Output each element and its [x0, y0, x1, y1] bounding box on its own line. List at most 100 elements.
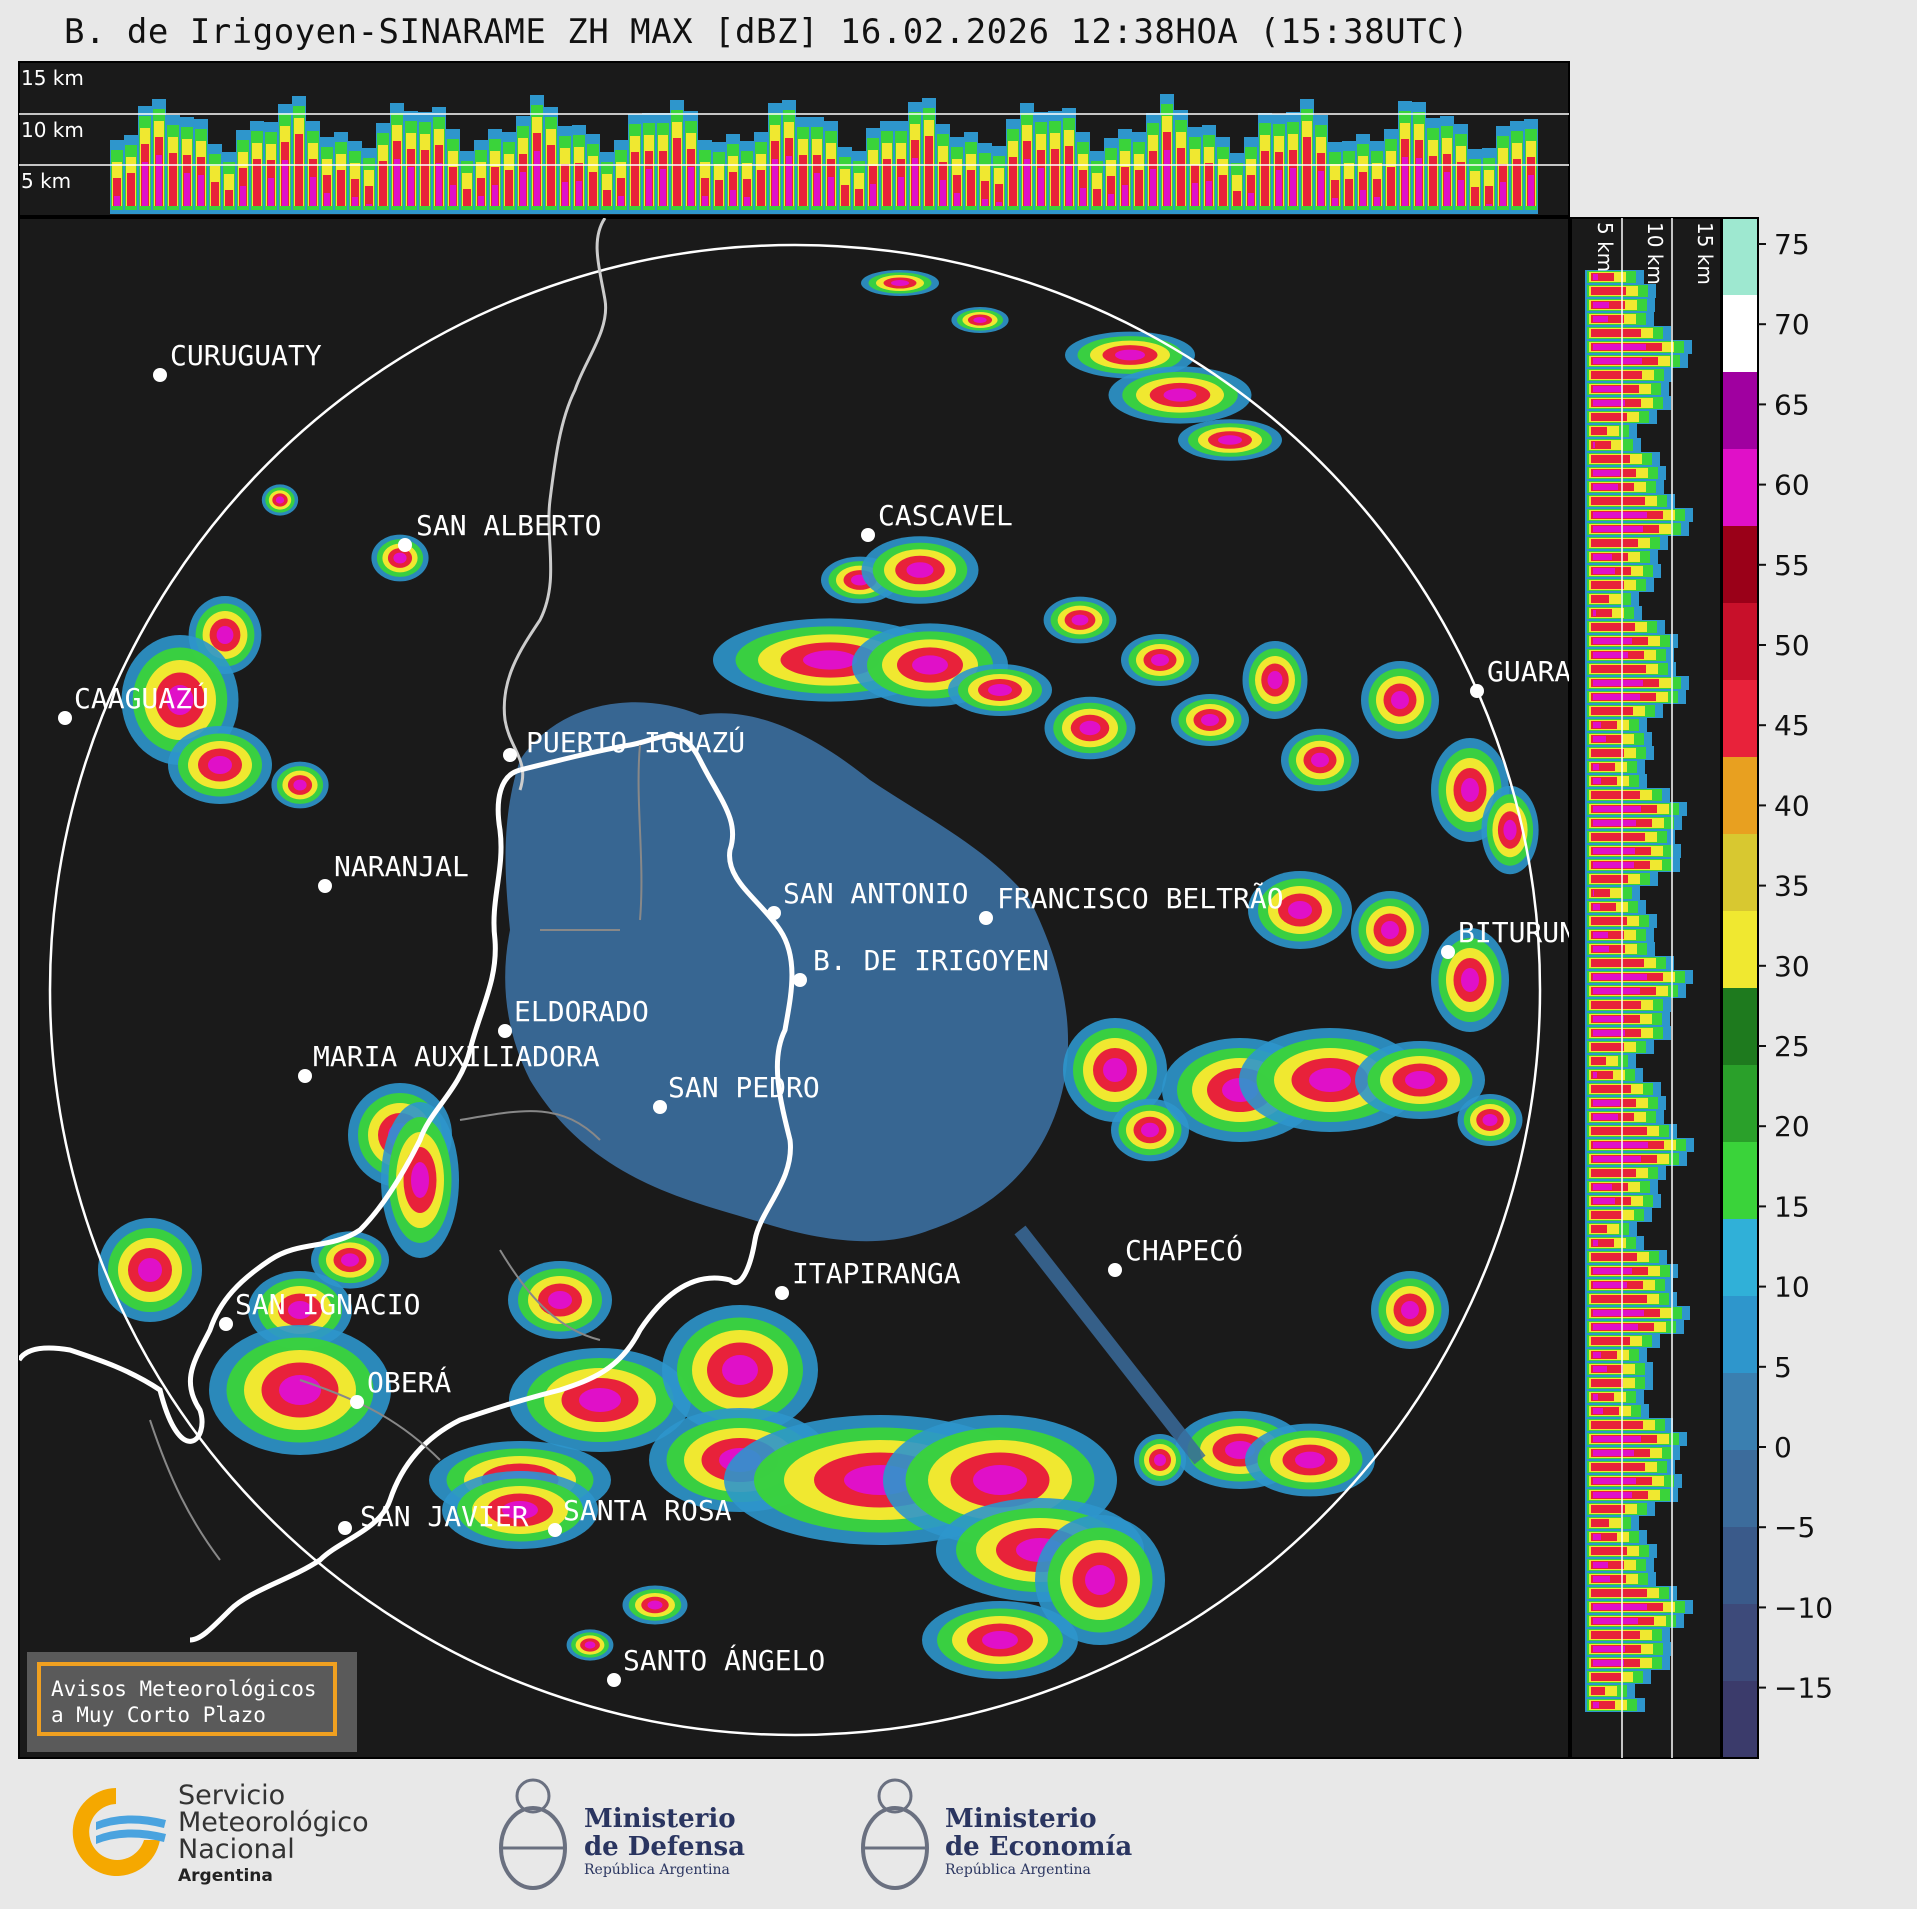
- colorbar-tick-label: 25: [1774, 1030, 1810, 1063]
- smn-line-2: Meteorológico: [178, 1807, 369, 1838]
- colorbar-segment: [1722, 911, 1758, 989]
- low-reflectivity-area: [505, 702, 1069, 1242]
- radar-range-ring: [48, 243, 1542, 1737]
- alerts-line-2: a Muy Corto Plazo: [51, 1703, 266, 1727]
- side-alt-label-5: 5 km: [1593, 222, 1617, 272]
- top-alt-label-15: 15 km: [21, 66, 84, 90]
- colorbar-segment: [1722, 1527, 1758, 1605]
- city-dot: [338, 1521, 352, 1535]
- chart-title: B. de Irigoyen-SINARAME ZH MAX [dBZ] 16.…: [64, 12, 1469, 52]
- colorbar-segment: [1722, 1373, 1758, 1451]
- colorbar-segment: [1722, 218, 1758, 296]
- colorbar-segment: [1722, 1604, 1758, 1682]
- top-cross-section-echoes: [110, 94, 1538, 214]
- defensa-sub: República Argentina: [584, 1862, 730, 1878]
- city-dot: [793, 973, 807, 987]
- top-alt-label-5: 5 km: [21, 169, 71, 193]
- city-label: PUERTO IGUAZÚ: [526, 725, 745, 759]
- city-label: SAN ALBERTO: [416, 509, 601, 542]
- city-label: SAN IGNACIO: [235, 1288, 420, 1321]
- defensa-line-2: de Defensa: [584, 1832, 745, 1862]
- city-dot: [1470, 684, 1484, 698]
- city-label: OBERÁ: [367, 1365, 451, 1399]
- colorbar-segment: [1722, 1219, 1758, 1297]
- side-alt-label-10: 10 km: [1643, 222, 1667, 285]
- colorbar-segment: [1722, 1296, 1758, 1374]
- colorbar-tick-label: 0: [1774, 1431, 1792, 1464]
- colorbar-segment: [1722, 1142, 1758, 1220]
- colorbar: [1721, 217, 1759, 1759]
- colorbar-tick-label: 45: [1774, 709, 1810, 742]
- city-dot: [219, 1317, 233, 1331]
- top-alt-label-10: 10 km: [21, 118, 84, 142]
- city-dot: [398, 538, 412, 552]
- colorbar-tick-label: 40: [1774, 789, 1810, 822]
- colorbar-segment: [1722, 603, 1758, 681]
- colorbar-tick-label: −10: [1774, 1591, 1833, 1624]
- city-label: SAN JAVIER: [360, 1500, 529, 1533]
- city-label: SANTA ROSA: [563, 1494, 732, 1527]
- colorbar-tick-label: 60: [1774, 469, 1810, 502]
- colorbar-segment: [1722, 757, 1758, 835]
- colorbar-segment: [1722, 295, 1758, 373]
- smn-logo-icon: [72, 1788, 166, 1876]
- economia-line-1: Ministerio: [945, 1804, 1097, 1834]
- city-label: SAN PEDRO: [668, 1071, 820, 1104]
- colorbar-segment: [1722, 526, 1758, 604]
- city-label: CAAGUAZÚ: [74, 681, 209, 715]
- city-dot: [861, 528, 875, 542]
- alerts-line-1: Avisos Meteorológicos: [51, 1677, 317, 1701]
- city-label: MARIA AUXILIADORA: [313, 1040, 600, 1073]
- smn-line-1: Servicio: [178, 1780, 286, 1811]
- smn-line-3: Nacional: [178, 1834, 295, 1865]
- city-label: CHAPECÓ: [1125, 1233, 1243, 1267]
- city-dot: [979, 911, 993, 925]
- city-label: CURUGUATY: [170, 339, 322, 372]
- colorbar-tick-label: 65: [1774, 388, 1810, 421]
- city-label: CASCAVEL: [878, 499, 1013, 532]
- colorbar-tick-label: 55: [1774, 549, 1810, 582]
- city-dot: [548, 1523, 562, 1537]
- city-dot: [607, 1673, 621, 1687]
- colorbar-tick-label: 35: [1774, 870, 1810, 903]
- colorbar-segment: [1722, 372, 1758, 450]
- city-dot: [350, 1395, 364, 1409]
- city-markers: CURUGUATY SAN ALBERTO CAAGUAZÚ CASCAVEL GUAR…: [58, 339, 1656, 1687]
- colorbar-tick-label: 10: [1774, 1271, 1810, 1304]
- colorbar-tick-label: 30: [1774, 950, 1810, 983]
- country-border-argentina-brazil: [189, 733, 795, 1643]
- city-dot: [318, 879, 332, 893]
- city-label: FRANCISCO BELTRÃO: [997, 882, 1284, 915]
- colorbar-tick-label: 70: [1774, 308, 1810, 341]
- colorbar-tick-label: 5: [1774, 1351, 1792, 1384]
- country-border-argentina: [19, 767, 521, 1444]
- storm-echoes: [98, 270, 1539, 1679]
- colorbar-segment: [1722, 834, 1758, 912]
- colorbar-tick-label: 15: [1774, 1190, 1810, 1223]
- alerts-button[interactable]: Avisos Meteorológicos a Muy Corto Plazo: [27, 1652, 357, 1752]
- defensa-shield-icon: [499, 1778, 567, 1890]
- colorbar-segment: [1722, 1450, 1758, 1528]
- economia-shield-icon: [861, 1778, 929, 1890]
- city-dot: [767, 906, 781, 920]
- city-label: SANTO ÁNGELO: [623, 1643, 825, 1677]
- economia-logo-text: Ministerio de Economía República Argenti…: [945, 1805, 1132, 1879]
- city-dot: [775, 1286, 789, 1300]
- smn-country: Argentina: [178, 1866, 273, 1886]
- city-label: ITAPIRANGA: [792, 1257, 961, 1290]
- city-dot: [503, 748, 517, 762]
- colorbar-segment: [1722, 680, 1758, 758]
- side-alt-label-15: 15 km: [1693, 222, 1717, 285]
- colorbar-tick-label: 75: [1774, 228, 1810, 261]
- city-label: ELDORADO: [514, 995, 649, 1028]
- city-label: GUARAPUAVA: [1487, 655, 1656, 688]
- colorbar-segment: [1722, 449, 1758, 527]
- city-dot: [498, 1024, 512, 1038]
- city-label: B. DE IRIGOYEN: [813, 944, 1049, 977]
- alerts-label: Avisos Meteorológicos a Muy Corto Plazo: [37, 1662, 337, 1736]
- city-dot: [1441, 945, 1455, 959]
- city-dot: [653, 1100, 667, 1114]
- city-dot: [58, 711, 72, 725]
